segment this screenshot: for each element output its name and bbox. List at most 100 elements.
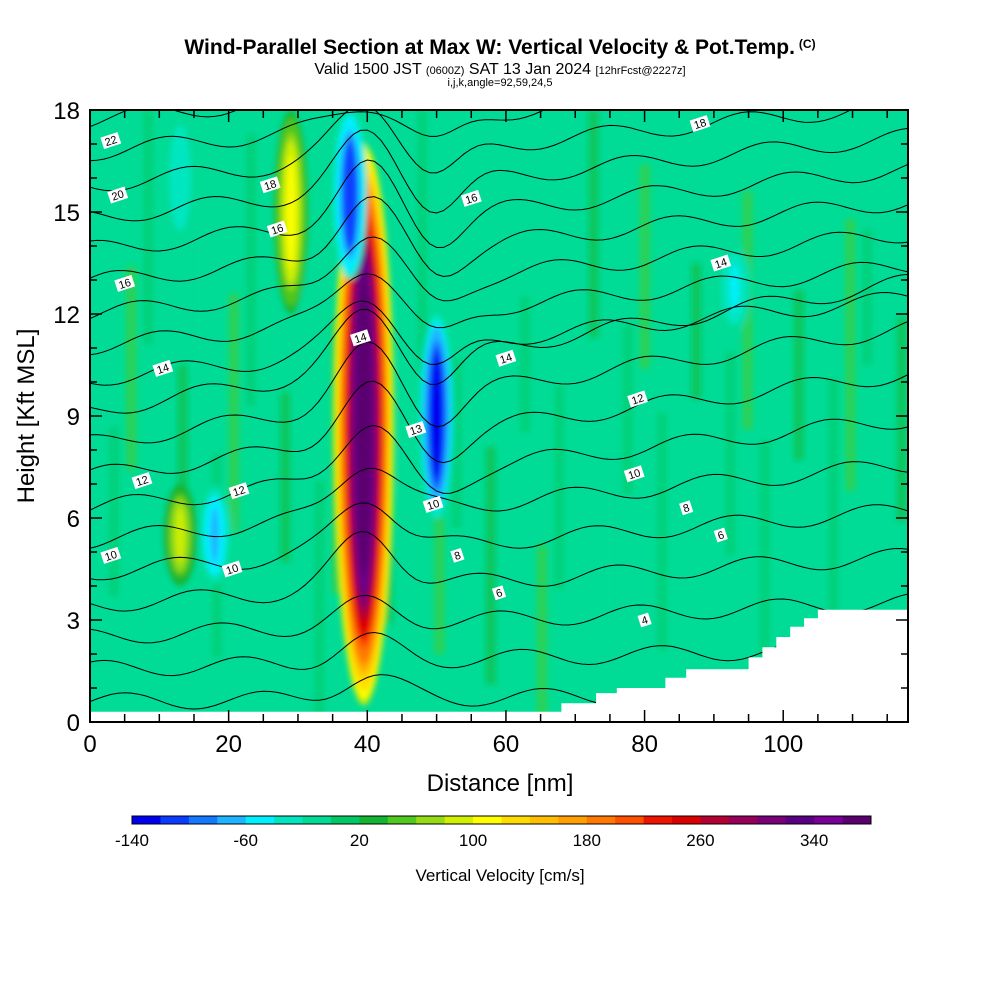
w-streak bbox=[485, 446, 496, 685]
theta-label-text: 6 bbox=[495, 587, 505, 600]
colorbar-swatch bbox=[615, 816, 645, 824]
theta-label-text: 22 bbox=[103, 134, 118, 149]
theta-label-bg bbox=[627, 390, 649, 408]
w-streak bbox=[468, 198, 479, 403]
theta-contour-line bbox=[90, 127, 908, 222]
colorbar-swatch bbox=[757, 816, 787, 824]
theta-label-bg bbox=[349, 329, 371, 347]
w-feature-downdraft bbox=[175, 140, 185, 216]
colorbar-swatch bbox=[501, 816, 531, 824]
colorbar-swatch bbox=[558, 816, 588, 824]
theta-label-text: 6 bbox=[716, 529, 726, 542]
x-axis-label: Distance [nm] bbox=[427, 770, 574, 797]
theta-label-text: 8 bbox=[453, 550, 463, 563]
theta-label-text: 16 bbox=[117, 277, 132, 292]
theta-label-bg bbox=[405, 421, 427, 439]
theta-label-bg bbox=[491, 585, 507, 601]
theta-label-text: 10 bbox=[426, 498, 441, 513]
terrain-shape bbox=[90, 609, 908, 722]
section-info: i,j,k,angle=92,59,24,5 bbox=[447, 77, 553, 89]
theta-contour-line bbox=[90, 320, 908, 444]
w-streak bbox=[263, 552, 274, 688]
w-streak bbox=[280, 392, 291, 563]
y-tick-label: 18 bbox=[53, 98, 80, 125]
plot-area: 22 20 18 16 16 18 16 14 14 14 14 13 12 12 12 10 10 10 10 8 8… bbox=[90, 110, 908, 722]
colorbar-swatch bbox=[245, 816, 275, 824]
theta-label-bg bbox=[710, 254, 732, 272]
w-streak bbox=[622, 324, 633, 495]
valid-date: SAT 13 Jan 2024 bbox=[468, 61, 592, 78]
colorbar-swatch bbox=[700, 816, 730, 824]
theta-label-text: 16 bbox=[464, 192, 479, 207]
colorbar-label: Vertical Velocity [cm/s] bbox=[415, 866, 584, 885]
w-feature-downdraft bbox=[345, 148, 355, 242]
w-streak bbox=[519, 297, 530, 433]
w-feature-updraft bbox=[356, 270, 372, 579]
colorbar-swatch bbox=[359, 816, 389, 824]
theta-label: 14 bbox=[349, 329, 371, 347]
w-streak bbox=[811, 130, 822, 335]
theta-contour-line bbox=[90, 110, 852, 192]
theta-contour-line bbox=[90, 231, 908, 320]
colorbar-swatch bbox=[188, 816, 218, 824]
theta-label: 6 bbox=[713, 527, 728, 543]
colorbar-swatch bbox=[814, 816, 844, 824]
theta-label-bg bbox=[689, 115, 711, 133]
colorbar-swatch bbox=[416, 816, 446, 824]
theta-label: 6 bbox=[491, 585, 507, 601]
w-streak bbox=[571, 225, 582, 464]
w-streak bbox=[194, 205, 205, 376]
w-streak bbox=[537, 545, 548, 716]
theta-label-text: 14 bbox=[713, 256, 728, 271]
theta-label: 8 bbox=[450, 547, 465, 563]
y-tick-label: 6 bbox=[67, 506, 80, 533]
theta-label-bg bbox=[152, 359, 174, 377]
w-streak bbox=[862, 229, 873, 365]
colorbar-swatch bbox=[302, 816, 332, 824]
w-streak bbox=[417, 110, 428, 372]
theta-label-bg bbox=[100, 132, 122, 150]
utc-time: (0600Z) bbox=[425, 65, 465, 77]
w-streak bbox=[400, 259, 411, 498]
theta-label-text: 14 bbox=[353, 331, 368, 346]
theta-label: 22 bbox=[100, 132, 122, 150]
theta-label: 14 bbox=[152, 359, 174, 377]
theta-label-text: 20 bbox=[110, 188, 125, 203]
theta-label: 14 bbox=[495, 349, 517, 367]
w-streak bbox=[143, 110, 154, 345]
theta-contour-line bbox=[90, 196, 908, 282]
colorbar-swatch bbox=[160, 816, 190, 824]
w-streak bbox=[228, 293, 239, 532]
colorbar-tick-label: 260 bbox=[686, 831, 714, 850]
w-streak bbox=[896, 317, 907, 522]
w-streak bbox=[246, 133, 257, 406]
colorbar-swatch bbox=[643, 816, 673, 824]
colorbar-tick-label: 100 bbox=[459, 831, 487, 850]
x-tick-label: 20 bbox=[215, 731, 242, 758]
theta-label-text: 10 bbox=[627, 467, 642, 482]
w-streak bbox=[845, 218, 856, 491]
w-streak bbox=[656, 412, 667, 651]
theta-label-bg bbox=[713, 527, 728, 543]
w-feature-downdraft bbox=[432, 359, 441, 473]
w-streak bbox=[588, 110, 599, 338]
theta-label: 4 bbox=[637, 612, 652, 628]
y-axis-label: Height [Kft MSL] bbox=[13, 329, 40, 504]
w-streak bbox=[691, 263, 702, 399]
colorbar-swatch bbox=[217, 816, 247, 824]
copyright-mark: (C) bbox=[798, 37, 816, 51]
theta-contour-line bbox=[90, 261, 908, 356]
colorbar-tick-label: 20 bbox=[350, 831, 369, 850]
y-tick-label: 3 bbox=[67, 608, 80, 635]
colorbar-swatch bbox=[274, 816, 304, 824]
colorbar-swatch bbox=[473, 816, 502, 824]
w-streak bbox=[502, 286, 513, 559]
w-streak bbox=[708, 511, 719, 682]
theta-label-bg bbox=[221, 560, 243, 578]
w-streak bbox=[605, 484, 616, 620]
theta-label-text: 4 bbox=[640, 614, 650, 627]
w-streak bbox=[109, 426, 120, 597]
theta-contour-line bbox=[90, 159, 908, 252]
valid-time: Valid 1500 JST bbox=[314, 61, 422, 78]
theta-label: 20 bbox=[107, 186, 129, 204]
